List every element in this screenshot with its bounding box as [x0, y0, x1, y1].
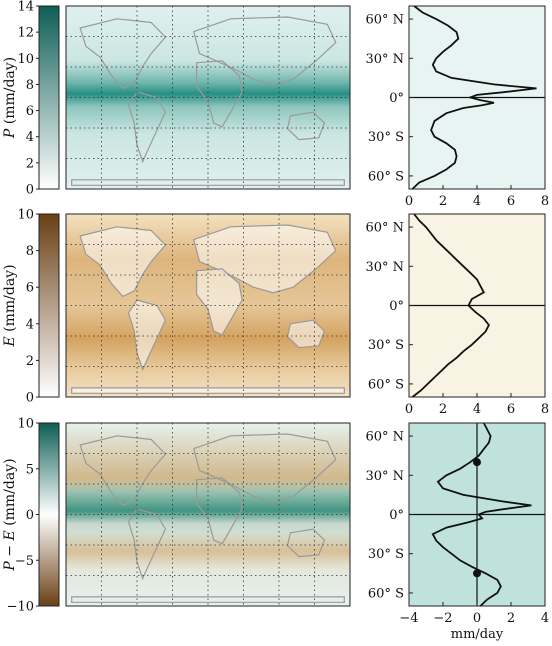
profile-ytick-label: 30° S — [368, 338, 404, 353]
map-frame-precipitation — [65, 5, 351, 190]
continent-outline — [127, 91, 167, 164]
profile-xtick-label: 8 — [541, 194, 549, 209]
continent-outline — [79, 435, 167, 507]
profile-xtick-label: 6 — [507, 402, 515, 417]
map-frame-p-minus-e — [65, 422, 351, 607]
colorbar-tick-label: 14 — [17, 0, 34, 15]
colorbar-tick-label: 8 — [26, 78, 34, 93]
profile-xtick-label: 0 — [473, 611, 481, 626]
profile-xtick-label: 0 — [405, 194, 413, 209]
continent-outline — [79, 226, 167, 298]
colorbar-tick-label: 2 — [26, 354, 34, 369]
colorbar-tick-label: 10 — [17, 52, 34, 67]
colorbar-label-precipitation: P (mm/day) — [2, 57, 18, 139]
colorbar-p-minus-e — [38, 422, 60, 607]
continent-outline — [196, 60, 243, 128]
continent-outline — [286, 528, 326, 558]
profile-ytick-label: 30° N — [365, 469, 404, 484]
colorbar-tick-label: 5 — [26, 462, 34, 477]
colorbar-tick-label: 4 — [26, 317, 34, 332]
profile-xtick-label: 4 — [541, 611, 549, 626]
colorbar-tick-label: −5 — [15, 554, 34, 569]
profile-ytick-label: 30° S — [368, 130, 404, 145]
profile-xtick-label: −4 — [399, 611, 418, 626]
profile-xtick-label: 2 — [439, 194, 447, 209]
colorbar-tick-label: 10 — [17, 208, 34, 223]
continent-outline — [286, 319, 326, 349]
profile-xtick-label: 6 — [507, 194, 515, 209]
colorbar-tick-label: 12 — [17, 26, 34, 41]
profile-ytick-label: 30° N — [365, 52, 404, 67]
profile-ytick-label: 60° N — [365, 13, 404, 28]
profile-xlabel: mm/day — [451, 627, 504, 642]
colorbar-tick-label: 10 — [17, 417, 34, 432]
colorbar-tick-label: 0 — [26, 508, 34, 523]
profile-line-evaporation — [411, 213, 490, 398]
continent-outline — [127, 508, 167, 581]
colorbar-tick-label: −10 — [7, 600, 34, 615]
colorbar-tick-label: 0 — [26, 183, 34, 198]
profile-xtick-label: 2 — [439, 402, 447, 417]
profile-ytick-label: 60° S — [368, 377, 404, 392]
panel-p-minus-e: −10 −5 0 5 10 P − E (mm/day) 60° N 30° N 0° 30° S… — [2, 417, 549, 643]
colorbar-label-p-minus-e: P − E (mm/day) — [2, 458, 18, 571]
colorbar-tick-label: 2 — [26, 156, 34, 171]
colorbar-label-evaporation: E (mm/day) — [2, 264, 18, 347]
profile-marker — [473, 458, 481, 467]
profile-ytick-label: 60° N — [365, 221, 404, 236]
continent-outline — [286, 111, 326, 141]
colorbar-tick-label: 6 — [26, 104, 34, 119]
continent-outline — [71, 596, 345, 603]
colorbar-precipitation — [38, 5, 60, 190]
profile-ytick-label: 0° — [389, 508, 404, 523]
profile-xtick-label: 0 — [405, 402, 413, 417]
continent-outline — [196, 477, 243, 545]
profile-xtick-label: −2 — [433, 611, 452, 626]
profile-ytick-label: 30° S — [368, 547, 404, 562]
continent-outline — [127, 299, 167, 372]
continent-outline — [196, 268, 243, 336]
profile-ytick-label: 0° — [389, 91, 404, 106]
profile-marker — [473, 569, 481, 578]
profile-ytick-label: 0° — [389, 299, 404, 314]
profile-xtick-label: 4 — [473, 402, 481, 417]
profile-ytick-label: 60° N — [365, 430, 404, 445]
colorbar-tick-label: 0 — [26, 391, 34, 406]
profile-line-p-minus-e — [431, 422, 532, 607]
profile-ytick-label: 60° S — [368, 169, 404, 184]
colorbar-tick-label: 4 — [26, 130, 34, 145]
profile-line-precipitation — [411, 5, 537, 190]
continent-outline — [71, 179, 345, 186]
profile-xtick-label: 8 — [541, 402, 549, 417]
colorbar-tick-label: 8 — [26, 244, 34, 259]
profile-xtick-label: 4 — [473, 194, 481, 209]
profile-ytick-label: 30° N — [365, 260, 404, 275]
colorbar-tick-label: 6 — [26, 281, 34, 296]
continent-outline — [79, 18, 167, 90]
profile-xtick-label: 2 — [507, 611, 515, 626]
map-frame-evaporation — [65, 213, 351, 398]
colorbar-evaporation — [38, 213, 60, 398]
profile-ytick-label: 60° S — [368, 586, 404, 601]
